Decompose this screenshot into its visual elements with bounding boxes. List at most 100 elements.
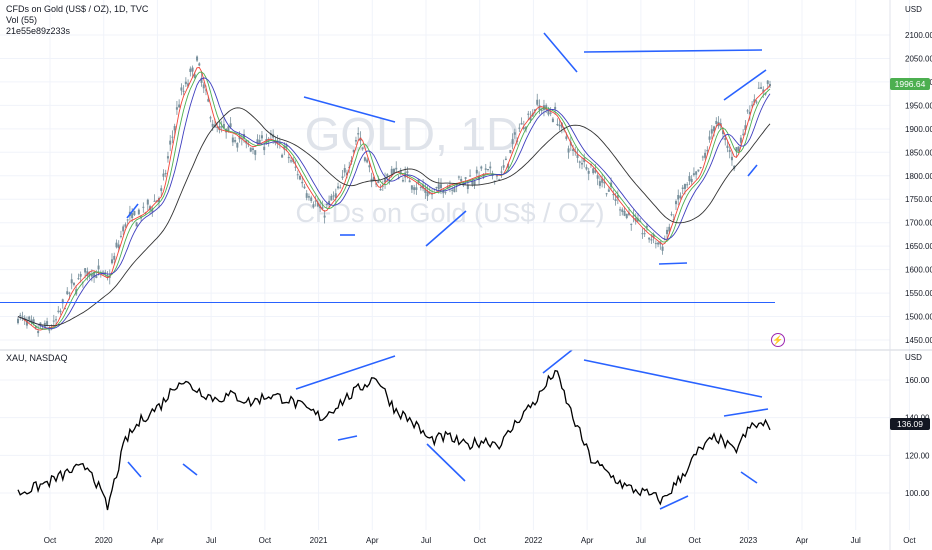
candle-body — [697, 169, 700, 172]
candle-body — [66, 291, 69, 295]
candle-body — [70, 279, 73, 284]
candle-body — [93, 271, 96, 277]
candle-body — [393, 168, 395, 174]
candle-body — [722, 130, 724, 135]
lightning-icon[interactable]: ⚡ — [771, 333, 785, 347]
candle-body — [19, 314, 22, 316]
candle-body — [229, 123, 232, 128]
candle-body — [679, 195, 682, 199]
candle-body — [724, 137, 727, 141]
candle-body — [90, 273, 93, 277]
candle-body — [663, 239, 666, 241]
candle-body — [583, 157, 586, 163]
candle-body — [346, 172, 348, 176]
candle-body — [556, 123, 559, 126]
candle-body — [695, 171, 698, 175]
candle-body — [578, 161, 581, 163]
candle-body — [572, 149, 575, 151]
lower-currency-label: USD — [905, 353, 922, 362]
candle-body — [701, 156, 704, 158]
candle-body — [401, 180, 404, 182]
candle-body — [169, 140, 172, 145]
xau-line — [17, 369, 771, 511]
candle-body — [661, 246, 664, 251]
candle-body — [283, 146, 286, 150]
candle-body — [464, 177, 467, 179]
upper-y-tick-label: 2100.00 — [905, 31, 932, 40]
candle-body — [278, 142, 281, 144]
candle-body — [34, 326, 37, 328]
candle-body — [585, 167, 588, 170]
candle-body — [164, 173, 167, 175]
candle-body — [200, 77, 203, 83]
candle-body — [489, 166, 492, 169]
candle-body — [357, 133, 360, 135]
candle-body — [115, 242, 118, 248]
candle-body — [502, 165, 505, 168]
candle-body — [549, 112, 552, 114]
ma-slow-line — [17, 77, 771, 329]
candle-body — [328, 200, 331, 205]
upper-y-tick-label: 1600.00 — [905, 266, 932, 275]
candle-body — [323, 215, 326, 218]
candle-body — [175, 107, 178, 110]
candle-body — [634, 218, 637, 222]
x-tick-label: Apr — [796, 536, 809, 545]
candle-body — [522, 127, 525, 130]
candle-body — [180, 87, 183, 91]
candle-body — [576, 154, 579, 158]
candle-body — [567, 148, 570, 153]
candle-body — [498, 179, 501, 181]
candle-body — [692, 173, 695, 176]
candle-body — [281, 154, 284, 158]
candle-body — [594, 170, 597, 173]
candle-body — [384, 178, 387, 183]
candle-body — [730, 156, 733, 161]
grid-lines — [0, 0, 910, 530]
symbol-title[interactable]: CFDs on Gold (US$ / OZ), 1D, TVC — [6, 4, 149, 14]
watermark-name: CFDs on Gold (US$ / OZ) — [295, 198, 604, 228]
candle-body — [683, 183, 686, 189]
x-tick-label: Oct — [688, 536, 701, 545]
x-tick-label: 2022 — [525, 536, 543, 545]
candle-body — [187, 83, 190, 87]
candle-body — [193, 74, 196, 79]
candle-body — [746, 110, 749, 112]
candle-body — [760, 87, 763, 89]
trendlines — [126, 32, 769, 510]
candle-body — [410, 185, 413, 190]
candle-body — [699, 166, 702, 168]
candle-body — [451, 189, 454, 191]
candle-body — [117, 244, 120, 248]
upper-y-tick-label: 1550.00 — [905, 289, 932, 298]
candle-body — [252, 148, 254, 150]
candle-body — [415, 187, 418, 190]
candle-body — [321, 207, 324, 210]
candle-body — [341, 176, 344, 179]
candle-body — [368, 165, 371, 168]
indicator-label[interactable]: 21e55e89z233s — [6, 26, 71, 36]
volume-label[interactable]: Vol (55) — [6, 15, 38, 25]
lower-symbol-title[interactable]: XAU, NASDAQ — [6, 353, 68, 363]
candle-body — [361, 147, 364, 149]
candle-body — [612, 194, 615, 196]
trendline — [747, 164, 758, 177]
time-axis[interactable]: Oct 2020 Apr Jul Oct 2021 Apr Jul Oct 2022 Apr Jul O… — [44, 536, 917, 545]
candle-body — [520, 122, 523, 125]
candle-body — [312, 204, 315, 208]
candle-body — [57, 310, 60, 312]
trendline — [126, 203, 139, 219]
candle-body — [131, 213, 134, 219]
candle-body — [657, 242, 660, 245]
candle-body — [216, 126, 219, 128]
candle-body — [406, 171, 409, 173]
candle-body — [677, 195, 680, 200]
upper-y-tick-label: 1650.00 — [905, 242, 932, 251]
candle-body — [220, 126, 223, 128]
candle-body — [650, 239, 653, 241]
candle-body — [260, 135, 263, 139]
candle-body — [290, 160, 293, 162]
candle-body — [710, 129, 713, 134]
